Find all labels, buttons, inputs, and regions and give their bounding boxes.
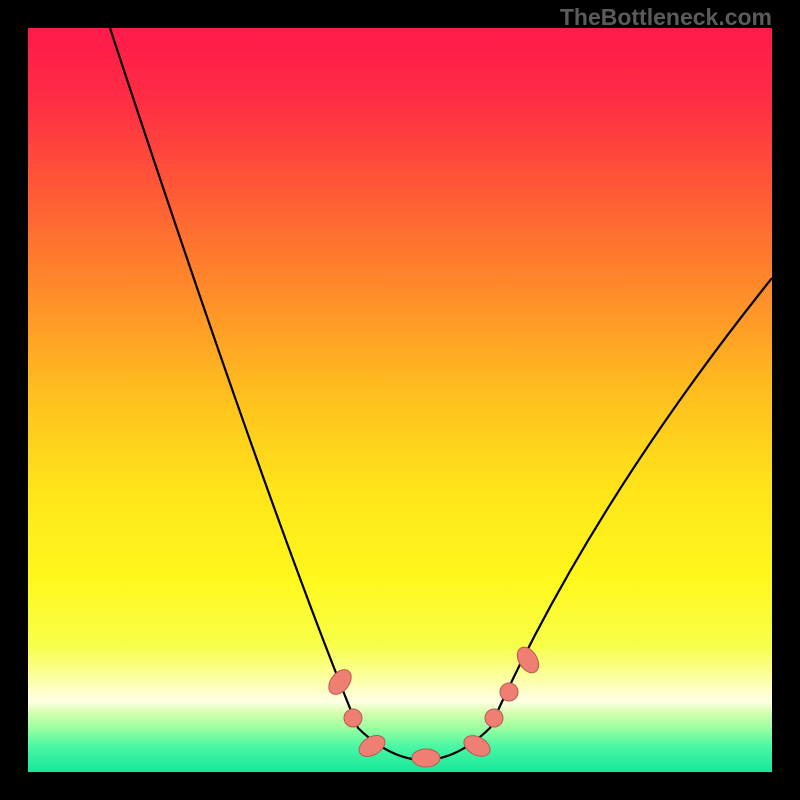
watermark-text: TheBottleneck.com (560, 4, 772, 31)
curve-marker (344, 709, 362, 727)
curve-marker (500, 683, 518, 701)
gradient-background (28, 28, 772, 772)
plot-area (28, 28, 772, 772)
curve-marker (485, 709, 503, 727)
curve-marker (412, 749, 440, 767)
